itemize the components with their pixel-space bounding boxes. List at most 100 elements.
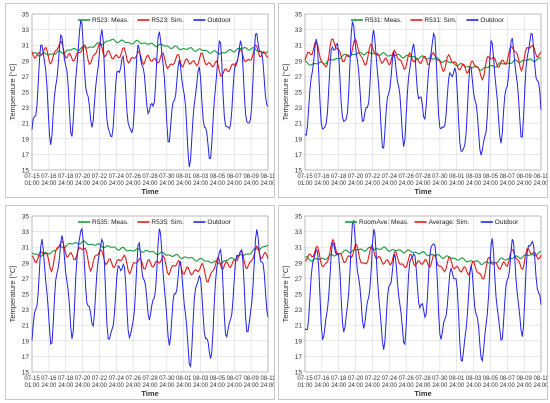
y-tick-label: 17	[22, 354, 30, 361]
y-axis-label: Temperature [°C]	[8, 64, 17, 121]
x-tick-label: 07-20	[348, 376, 364, 382]
x-tick-label: 24:00	[415, 181, 431, 187]
y-tick-label: 21	[22, 121, 30, 128]
y-tick-label: 19	[22, 136, 30, 143]
series-line	[304, 238, 542, 280]
legend-entry: Outdoor	[480, 17, 504, 24]
x-tick-label: 24:00	[483, 383, 499, 389]
y-axis-label: Temperature [°C]	[281, 266, 290, 323]
x-tick-label: 08-07	[500, 174, 516, 180]
y-tick-label: 25	[295, 292, 303, 299]
x-tick-label: 08-07	[227, 174, 243, 180]
x-tick-label: 24:00	[109, 181, 125, 187]
y-tick-label: 27	[22, 276, 30, 283]
x-tick-label: 24:00	[348, 383, 364, 389]
y-tick-label: 29	[22, 260, 30, 267]
y-tick-label: 25	[22, 90, 30, 97]
x-tick-label: 24:00	[382, 383, 398, 389]
y-tick-label: 25	[22, 292, 30, 299]
x-tick-label: 07-26	[398, 174, 414, 180]
y-tick-label: 23	[295, 307, 303, 314]
x-tick-label: 08-11	[534, 174, 547, 180]
x-tick-label: 07-20	[75, 174, 91, 180]
x-tick-label: 01:00	[24, 383, 40, 389]
x-tick-label: 24:00	[58, 383, 74, 389]
x-tick-label: 24:00	[75, 181, 91, 187]
plot-frame	[304, 215, 542, 373]
y-tick-label: 21	[22, 323, 30, 330]
x-tick-label: 24:00	[399, 181, 415, 187]
x-tick-label: 07-24	[109, 376, 125, 382]
x-axis-label: Time	[414, 389, 431, 398]
y-tick-label: 23	[22, 105, 30, 112]
y-axis-label: Temperature [°C]	[281, 64, 290, 121]
x-tick-label: 07-18	[58, 174, 74, 180]
chart-4: 151719212325272931333507-1501:0007-1624:…	[281, 214, 547, 399]
x-tick-label: 08-11	[261, 174, 274, 180]
y-tick-label: 19	[295, 338, 303, 345]
x-tick-label: 07-28	[415, 376, 431, 382]
x-tick-label: 08-09	[243, 174, 259, 180]
y-axis-label: Temperature [°C]	[8, 266, 17, 323]
x-tick-label: 24:00	[466, 383, 482, 389]
y-tick-label: 19	[22, 338, 30, 345]
x-tick-label: 24:00	[75, 383, 91, 389]
y-tick-label: 33	[295, 27, 303, 34]
x-tick-label: 24:00	[533, 383, 547, 389]
y-tick-label: 15	[22, 370, 30, 377]
x-tick-label: 24:00	[126, 383, 142, 389]
x-tick-label: 07-22	[365, 376, 381, 382]
x-tick-label: 24:00	[260, 383, 274, 389]
x-tick-label: 24:00	[415, 383, 431, 389]
x-tick-label: 24:00	[466, 181, 482, 187]
series-line	[304, 51, 542, 72]
plot-frame	[304, 13, 542, 171]
x-tick-label: 07-30	[159, 376, 175, 382]
x-tick-label: 08-03	[193, 174, 209, 180]
chart-panel-2: 15 17 19 21 23 25 27 29 31 33 35 07-15 01:00 07-16 24:…	[278, 3, 548, 198]
x-tick-label: 24:00	[399, 383, 415, 389]
x-tick-label: 07-15	[24, 376, 40, 382]
y-tick-label: 21	[295, 121, 303, 128]
x-tick-label: 24:00	[193, 383, 209, 389]
x-tick-label: 24:00	[500, 181, 516, 187]
x-tick-label: 01:00	[297, 181, 313, 187]
x-tick-label: 08-07	[500, 376, 516, 382]
series-line	[304, 220, 542, 363]
x-tick-label: 07-16	[314, 376, 330, 382]
series-line	[31, 40, 269, 78]
chart-panel-4: 15 17 19 21 23 25 27 29 31 33 35 07-15 01:00 07-16 24:…	[278, 205, 548, 400]
y-tick-label: 33	[295, 229, 303, 236]
series-line	[31, 240, 269, 265]
x-tick-label: 08-09	[516, 174, 532, 180]
y-tick-label: 33	[22, 229, 30, 236]
legend-entry: Outdoor	[207, 17, 231, 24]
y-tick-label: 27	[295, 276, 303, 283]
x-tick-label: 24:00	[142, 181, 158, 187]
x-tick-label: 24:00	[483, 181, 499, 187]
y-tick-label: 35	[295, 12, 303, 19]
series-line	[31, 38, 269, 57]
series-line	[304, 21, 542, 156]
x-axis-label: Time	[141, 389, 158, 398]
x-tick-label: 07-20	[348, 174, 364, 180]
y-tick-label: 27	[295, 74, 303, 81]
series-line	[31, 227, 269, 368]
x-tick-label: 24:00	[41, 383, 57, 389]
x-tick-label: 24:00	[517, 383, 533, 389]
chart-1: 151719212325272931333507-1501:0007-1624:…	[8, 12, 274, 197]
x-tick-label: 07-24	[382, 174, 398, 180]
chart-2: 151719212325272931333507-1501:0007-1624:…	[281, 12, 547, 197]
x-tick-label: 07-16	[41, 376, 57, 382]
legend-entry: R531: Sim.	[424, 17, 456, 24]
x-tick-label: 07-22	[92, 174, 108, 180]
x-tick-label: 24:00	[260, 181, 274, 187]
legend-entry: Average: Sim.	[429, 219, 470, 226]
y-tick-label: 17	[295, 152, 303, 159]
x-tick-label: 24:00	[142, 383, 158, 389]
y-tick-label: 35	[295, 214, 303, 221]
x-tick-label: 08-05	[483, 376, 499, 382]
x-tick-label: 08-01	[449, 376, 465, 382]
x-axis-label: Time	[414, 187, 431, 196]
legend-entry: R523: Meas.	[92, 17, 129, 24]
